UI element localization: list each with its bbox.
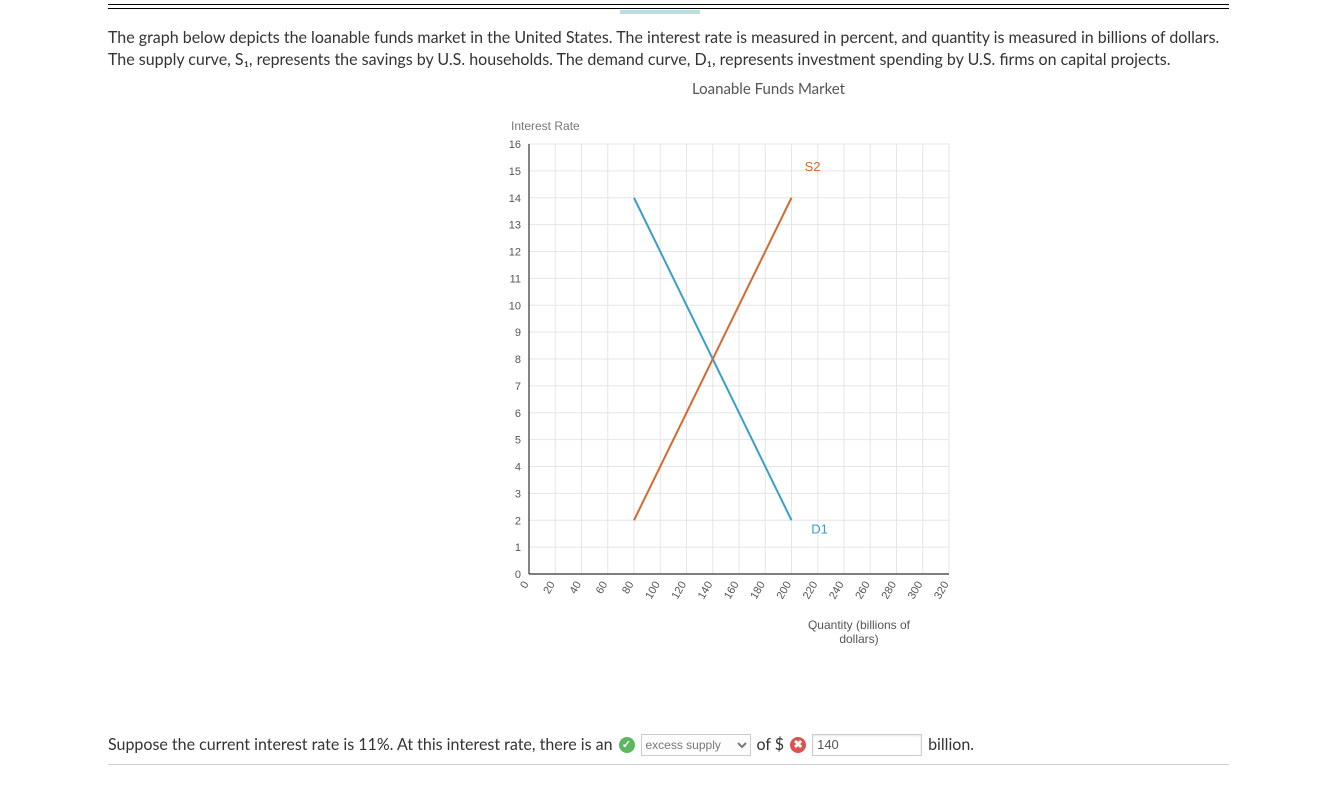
series-label-D1: D1 xyxy=(811,521,828,536)
x-tick-label: 100 xyxy=(643,579,663,601)
y-tick-label: 10 xyxy=(508,300,520,312)
x-tick-label: 40 xyxy=(567,579,584,596)
bottom-rule xyxy=(108,764,1229,765)
y-tick-label: 8 xyxy=(514,354,520,366)
amount-input[interactable] xyxy=(812,734,922,756)
chart-container: 0123456789101112131415160204060801001201… xyxy=(228,104,1229,674)
cross-icon: ✖ xyxy=(790,737,806,753)
x-axis-label-1: Quantity (billions of xyxy=(807,618,910,632)
y-tick-label: 2 xyxy=(514,515,520,527)
y-tick-label: 11 xyxy=(509,273,520,285)
x-tick-label: 180 xyxy=(748,579,768,601)
tab-indicator xyxy=(620,10,700,14)
x-tick-label: 300 xyxy=(905,579,925,601)
y-tick-label: 9 xyxy=(514,327,520,339)
y-tick-label: 13 xyxy=(508,219,520,231)
x-tick-label: 240 xyxy=(827,579,847,601)
problem-statement: The graph below depicts the loanable fun… xyxy=(108,27,1229,72)
x-axis-label-2: dollars) xyxy=(839,632,878,646)
x-tick-label: 160 xyxy=(722,579,742,601)
check-icon: ✓ xyxy=(619,737,635,753)
answer-prefix: Suppose the current interest rate is 11%… xyxy=(108,735,613,754)
x-tick-label: 140 xyxy=(695,579,715,601)
x-tick-label: 280 xyxy=(879,579,899,601)
y-axis-title: Interest Rate xyxy=(511,119,580,133)
answer-suffix: billion. xyxy=(928,735,974,754)
chart-title: Loanable Funds Market xyxy=(308,80,1229,98)
x-tick-label: 120 xyxy=(669,579,689,601)
x-tick-label: 220 xyxy=(800,579,820,601)
x-tick-label: 20 xyxy=(541,579,558,596)
y-tick-label: 14 xyxy=(508,193,520,205)
y-tick-label: 6 xyxy=(514,408,520,420)
loanable-funds-chart: 0123456789101112131415160204060801001201… xyxy=(449,104,1009,674)
y-tick-label: 3 xyxy=(514,488,520,500)
y-tick-label: 7 xyxy=(514,381,520,393)
page-root: The graph below depicts the loanable fun… xyxy=(0,4,1337,812)
x-tick-label: 320 xyxy=(932,579,952,601)
top-double-rule xyxy=(108,4,1229,9)
y-tick-label: 16 xyxy=(508,139,520,151)
x-tick-label: 200 xyxy=(774,579,794,601)
y-tick-label: 4 xyxy=(514,461,520,473)
x-tick-label: 60 xyxy=(593,579,610,596)
y-tick-label: 5 xyxy=(514,434,520,446)
y-tick-label: 1 xyxy=(514,542,520,554)
series-label-S2: S2 xyxy=(804,159,820,174)
x-tick-label: 80 xyxy=(620,579,637,596)
y-tick-label: 15 xyxy=(508,166,520,178)
y-tick-label: 12 xyxy=(508,246,520,258)
excess-type-select[interactable]: excess supplyexcess demand xyxy=(641,734,751,756)
y-tick-label: 0 xyxy=(514,569,520,581)
answer-row: Suppose the current interest rate is 11%… xyxy=(108,734,1229,756)
x-tick-label: 260 xyxy=(853,579,873,601)
x-tick-label: 0 xyxy=(518,579,531,590)
answer-mid: of $ xyxy=(757,735,785,754)
